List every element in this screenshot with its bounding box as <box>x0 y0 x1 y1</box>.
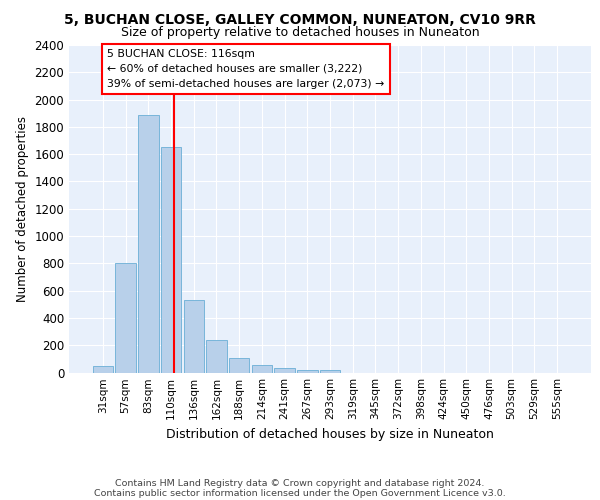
Text: 5, BUCHAN CLOSE, GALLEY COMMON, NUNEATON, CV10 9RR: 5, BUCHAN CLOSE, GALLEY COMMON, NUNEATON… <box>64 12 536 26</box>
Bar <box>274 368 295 372</box>
Y-axis label: Number of detached properties: Number of detached properties <box>16 116 29 302</box>
Bar <box>93 366 113 372</box>
Text: 5 BUCHAN CLOSE: 116sqm
← 60% of detached houses are smaller (3,222)
39% of semi-: 5 BUCHAN CLOSE: 116sqm ← 60% of detached… <box>107 49 384 88</box>
Bar <box>184 300 204 372</box>
Bar <box>138 114 158 372</box>
Text: Contains public sector information licensed under the Open Government Licence v3: Contains public sector information licen… <box>94 488 506 498</box>
X-axis label: Distribution of detached houses by size in Nuneaton: Distribution of detached houses by size … <box>166 428 494 441</box>
Bar <box>320 370 340 372</box>
Bar <box>206 340 227 372</box>
Bar <box>161 148 181 372</box>
Bar <box>251 365 272 372</box>
Text: Contains HM Land Registry data © Crown copyright and database right 2024.: Contains HM Land Registry data © Crown c… <box>115 478 485 488</box>
Bar <box>115 264 136 372</box>
Bar <box>297 370 317 372</box>
Text: Size of property relative to detached houses in Nuneaton: Size of property relative to detached ho… <box>121 26 479 39</box>
Bar <box>229 358 250 372</box>
